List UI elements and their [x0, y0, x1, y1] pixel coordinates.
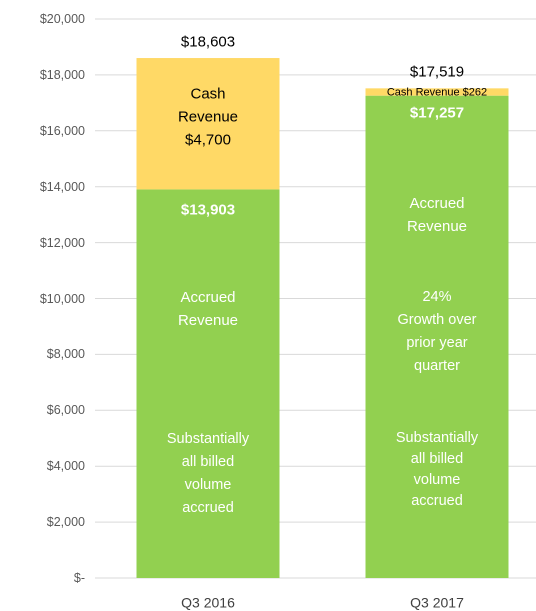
annotation-line: quarter	[414, 358, 460, 374]
annotation-line: volume	[184, 477, 232, 493]
annotation-line: 24%	[422, 289, 452, 305]
y-tick-label: $20,000	[39, 12, 85, 26]
y-tick-label: $8,000	[46, 347, 85, 362]
annotation: Substantially all billed volume accrued	[396, 428, 478, 512]
x-tick-label: Q3 2017	[410, 594, 464, 611]
total-label: $18,603	[180, 33, 236, 51]
bar-segment	[365, 95, 509, 579]
y-tick-label: $2,000	[46, 515, 85, 530]
annotation-line: Substantially	[395, 430, 479, 446]
value-label: $17,257	[409, 104, 465, 122]
annotation-line: volume	[413, 472, 461, 488]
y-tick-label: $12,000	[39, 235, 85, 250]
annotation-line: all billed	[410, 451, 464, 467]
bar-segment	[136, 58, 280, 190]
y-tick-label: $4,000	[46, 459, 85, 474]
series-name: Accrued Revenue	[406, 195, 468, 235]
bar-segment	[136, 189, 280, 579]
annotation-line: all billed	[181, 454, 235, 470]
x-tick-label: Q3 2016	[181, 594, 235, 611]
annotation-line: prior year	[406, 335, 468, 351]
annotation-line: accrued	[411, 493, 463, 509]
annotation: Substantially all billed volume accrued	[167, 428, 249, 520]
segment-label: Cash Revenue $4,700	[173, 83, 243, 152]
bar-segment	[365, 88, 509, 96]
series-name: Cash Revenue	[386, 86, 460, 99]
value-label: $13,903	[180, 201, 236, 219]
annotation-line: Substantially	[166, 431, 250, 447]
y-tick-label: $6,000	[46, 403, 85, 418]
annotation-line: accrued	[182, 500, 234, 516]
value-label: $4,700	[185, 131, 231, 149]
annotation: 24% Growth over prior year quarter	[398, 286, 477, 378]
y-tick-label: $-	[73, 571, 85, 585]
annotation-line: Growth over	[397, 312, 477, 328]
y-tick-label: $16,000	[39, 123, 85, 138]
value-label: $262	[462, 86, 488, 99]
y-tick-label: $10,000	[39, 291, 85, 306]
y-tick-label: $18,000	[39, 67, 85, 82]
y-tick-label: $14,000	[39, 179, 85, 194]
total-label: $17,519	[409, 63, 465, 81]
segment-label: Cash Revenue $262	[387, 87, 487, 100]
series-name: Accrued Revenue	[177, 289, 239, 329]
series-name: Cash Revenue	[177, 85, 239, 126]
